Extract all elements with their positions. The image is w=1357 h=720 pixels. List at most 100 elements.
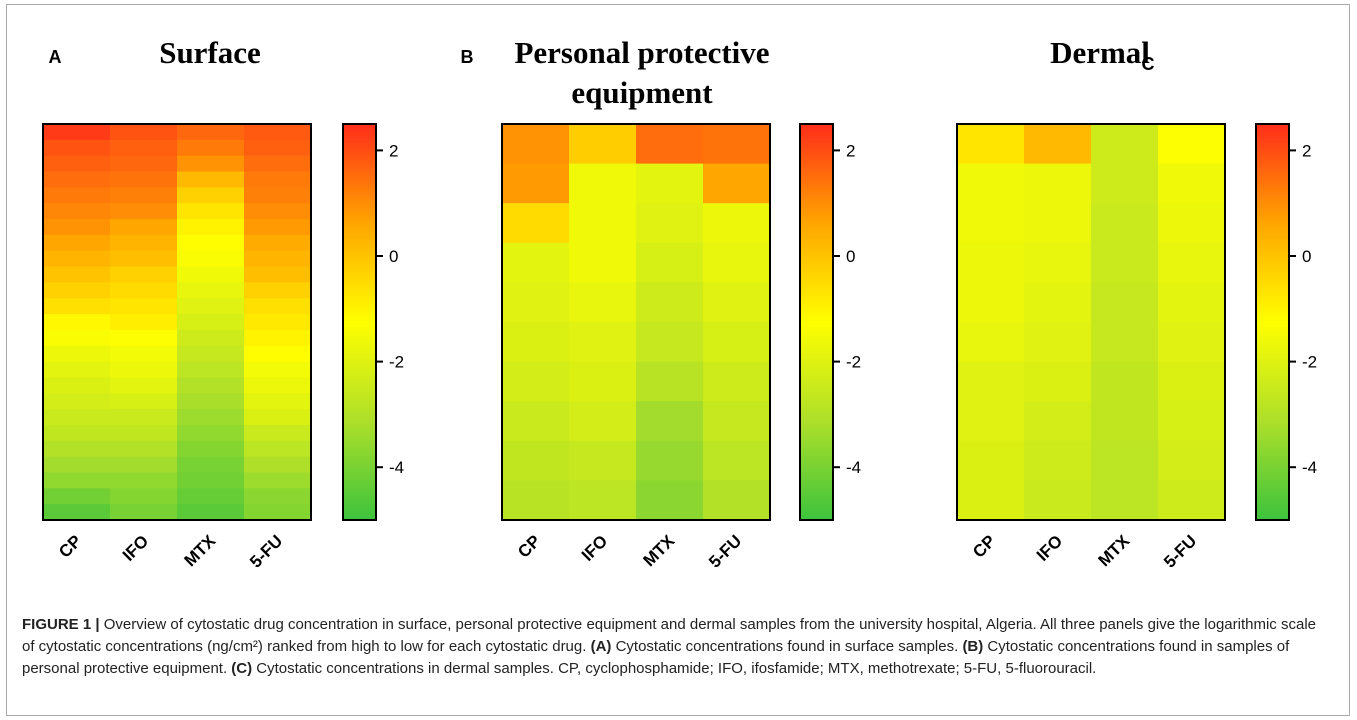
heatmap-cell bbox=[177, 488, 245, 505]
heatmap-cell bbox=[177, 187, 245, 204]
heatmap-cell bbox=[110, 155, 178, 173]
heatmap-cell bbox=[43, 219, 111, 236]
heatmap-cell bbox=[703, 401, 771, 442]
heatmap-cell bbox=[1024, 361, 1092, 402]
heatmap-cell bbox=[177, 139, 245, 157]
figure-caption: FIGURE 1 | Overview of cytostatic drug c… bbox=[22, 614, 1332, 680]
panel-title-b-line-1: Personal protective bbox=[514, 35, 769, 70]
colorbar-tick-label: 0 bbox=[389, 247, 398, 266]
colorbar-tick-label: 2 bbox=[1302, 141, 1311, 160]
caption-a-label: (A) bbox=[590, 638, 612, 655]
heatmap-cell bbox=[244, 504, 312, 521]
heatmap-cell bbox=[1091, 124, 1159, 165]
heatmap-cell bbox=[177, 203, 245, 220]
heatmap-cell bbox=[110, 393, 178, 410]
heatmap-cell bbox=[110, 234, 178, 252]
heatmap-cell bbox=[703, 282, 771, 323]
category-label-cp: CP bbox=[969, 531, 999, 561]
heatmap-cell bbox=[957, 282, 1025, 323]
heatmap-cell bbox=[43, 171, 111, 188]
heatmap-cell bbox=[43, 377, 111, 394]
heatmap-cell bbox=[177, 504, 245, 521]
heatmap-cell bbox=[110, 203, 178, 220]
heatmap-cell bbox=[43, 187, 111, 204]
heatmap-cell bbox=[957, 163, 1025, 204]
heatmap-cell bbox=[244, 219, 312, 236]
caption-figure-label: FIGURE 1 | bbox=[22, 616, 100, 633]
heatmap-cell bbox=[569, 282, 637, 323]
heatmap-cell bbox=[1024, 242, 1092, 283]
heatmap-cell bbox=[244, 124, 312, 141]
heatmap-cell bbox=[703, 480, 771, 521]
heatmap-cell bbox=[636, 440, 704, 481]
category-label-5-fu: 5-FU bbox=[246, 531, 286, 571]
colorbar-tick-label: -2 bbox=[389, 353, 404, 372]
panel-title-c-line-1: Dermal bbox=[1050, 35, 1150, 70]
heatmap-cell bbox=[43, 440, 111, 458]
heatmap-cell bbox=[177, 155, 245, 173]
heatmap-cell bbox=[703, 203, 771, 244]
heatmap-cell bbox=[957, 124, 1025, 165]
heatmap-cell bbox=[703, 322, 771, 363]
heatmap-cell bbox=[502, 282, 570, 323]
panel-label-b: B bbox=[461, 47, 474, 67]
heatmap-cell bbox=[244, 377, 312, 394]
colorbar-tick-label: -4 bbox=[846, 458, 861, 477]
colorbar-tick-label: -4 bbox=[389, 458, 404, 477]
heatmap-cell bbox=[110, 171, 178, 188]
heatmap-cell bbox=[1158, 242, 1226, 283]
heatmap-cell bbox=[244, 456, 312, 474]
heatmap-cell bbox=[177, 298, 245, 315]
heatmap-cell bbox=[110, 472, 178, 489]
category-label-ifo: IFO bbox=[578, 531, 611, 564]
heatmap-cell bbox=[502, 440, 570, 481]
heatmap-cell bbox=[177, 440, 245, 458]
panel-label-a: A bbox=[49, 47, 62, 67]
heatmap-cell bbox=[1091, 163, 1159, 204]
category-label-mtx: MTX bbox=[181, 531, 220, 570]
heatmap-cell bbox=[244, 266, 312, 283]
heatmap-cell bbox=[110, 139, 178, 157]
heatmap-cell bbox=[244, 187, 312, 204]
caption-c-text: Cytostatic concentrations in dermal samp… bbox=[252, 660, 1097, 677]
heatmap-cell bbox=[1158, 203, 1226, 244]
heatmap-cell bbox=[177, 393, 245, 410]
heatmap-cell bbox=[177, 250, 245, 268]
heatmap-cell bbox=[43, 139, 111, 157]
heatmap-cell bbox=[569, 322, 637, 363]
heatmap-cell bbox=[636, 203, 704, 244]
heatmap-cell bbox=[177, 377, 245, 394]
heatmap-cell bbox=[244, 409, 312, 426]
heatmap-cell bbox=[502, 242, 570, 283]
heatmap-cell bbox=[110, 266, 178, 283]
heatmap-cell bbox=[1024, 480, 1092, 521]
heatmap-cell bbox=[43, 409, 111, 426]
heatmap-cell bbox=[569, 163, 637, 204]
heatmap-cell bbox=[43, 345, 111, 363]
heatmap-cell bbox=[1024, 322, 1092, 363]
heatmap-cell bbox=[244, 393, 312, 410]
heatmap-border bbox=[501, 123, 771, 521]
heatmap-cell bbox=[636, 322, 704, 363]
heatmap-cell bbox=[244, 155, 312, 173]
heatmap-cell bbox=[957, 203, 1025, 244]
heatmap-cell bbox=[1091, 480, 1159, 521]
heatmap-border bbox=[42, 123, 312, 521]
heatmap-cell bbox=[43, 250, 111, 268]
heatmap-cell bbox=[110, 329, 178, 347]
heatmap-cell bbox=[1091, 322, 1159, 363]
heatmap-cell bbox=[636, 124, 704, 165]
heatmap-cell bbox=[177, 124, 245, 141]
heatmap-cell bbox=[703, 440, 771, 481]
colorbar bbox=[1255, 123, 1290, 521]
heatmap-cell bbox=[502, 361, 570, 402]
category-label-ifo: IFO bbox=[119, 531, 152, 564]
category-label-cp: CP bbox=[55, 531, 85, 561]
heatmap-cell bbox=[502, 124, 570, 165]
heatmap-cell bbox=[177, 314, 245, 331]
heatmap-cell bbox=[957, 480, 1025, 521]
caption-c-label: (C) bbox=[231, 660, 253, 677]
heatmap-cell bbox=[110, 345, 178, 363]
heatmap-cell bbox=[43, 298, 111, 315]
heatmap-cell bbox=[244, 298, 312, 315]
